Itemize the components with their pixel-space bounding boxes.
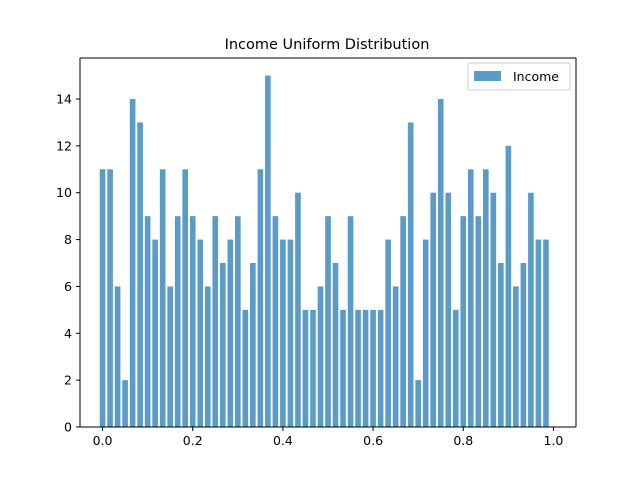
- bar: [99, 169, 106, 428]
- bar: [498, 263, 504, 427]
- bar: [137, 122, 143, 428]
- legend-swatch-income: [474, 71, 501, 81]
- bar: [310, 309, 316, 427]
- bar: [122, 380, 128, 427]
- bar: [520, 263, 527, 427]
- bar: [460, 216, 467, 427]
- bar: [445, 192, 452, 427]
- bar: [505, 145, 512, 428]
- legend-label-income: Income: [513, 69, 559, 84]
- legend-box: [467, 62, 571, 91]
- bar: [174, 216, 181, 427]
- bar: [197, 239, 204, 427]
- bar: [287, 239, 294, 427]
- bar: [422, 239, 429, 427]
- bar: [452, 309, 459, 427]
- y-tick-label: 0: [64, 420, 72, 435]
- bar: [257, 169, 264, 428]
- bar: [317, 286, 324, 427]
- bar: [250, 263, 256, 427]
- x-axis-ticks: 0.0 0.2 0.4 0.6 0.8 1.0: [93, 427, 564, 448]
- bar: [355, 309, 361, 427]
- bar: [325, 216, 331, 427]
- x-tick-label: 1.0: [544, 433, 564, 448]
- x-tick-label: 0.6: [363, 433, 383, 448]
- bar: [415, 380, 421, 427]
- bar: [483, 169, 489, 428]
- bar: [475, 216, 482, 427]
- bar: [242, 309, 249, 427]
- bars-group: [99, 75, 549, 428]
- bar: [182, 169, 189, 428]
- bar: [347, 216, 354, 427]
- bar: [265, 75, 271, 427]
- y-tick-label: 12: [56, 138, 72, 153]
- bar: [189, 216, 196, 427]
- x-tick-label: 0.4: [273, 433, 293, 448]
- x-tick-label: 0.2: [183, 433, 203, 448]
- bar: [167, 286, 173, 427]
- bar: [159, 169, 166, 428]
- bar: [114, 286, 121, 427]
- bar: [437, 99, 444, 427]
- chart-title: Income Uniform Distribution: [225, 37, 430, 53]
- y-tick-label: 4: [64, 326, 72, 341]
- bar: [129, 99, 136, 427]
- bar: [400, 216, 406, 427]
- bar: [407, 122, 414, 428]
- bar: [212, 216, 219, 427]
- bar: [302, 309, 309, 427]
- y-tick-label: 2: [64, 373, 72, 388]
- bar: [513, 286, 519, 427]
- x-tick-label: 0.8: [453, 433, 473, 448]
- bar: [377, 309, 384, 427]
- bar: [152, 239, 158, 427]
- legend: Income: [467, 62, 571, 91]
- bar: [385, 239, 391, 427]
- bar: [107, 169, 113, 428]
- y-tick-label: 6: [64, 279, 72, 294]
- y-tick-label: 10: [56, 185, 72, 200]
- bar: [295, 192, 301, 427]
- bar: [204, 286, 211, 427]
- bar: [543, 239, 549, 427]
- y-tick-label: 8: [64, 232, 72, 247]
- y-axis-ticks: 0 2 4 6 8 10 12 14: [56, 92, 80, 435]
- y-tick-label: 14: [56, 92, 72, 107]
- bar: [144, 216, 151, 427]
- bar: [227, 239, 234, 427]
- bar: [340, 309, 346, 427]
- bar: [490, 192, 497, 427]
- bar: [370, 309, 376, 427]
- bar: [528, 192, 534, 427]
- bar: [362, 309, 369, 427]
- bar: [430, 192, 437, 427]
- axes-group: [79, 57, 577, 428]
- bar: [332, 263, 339, 427]
- bar: [219, 263, 226, 427]
- bar: [535, 239, 542, 427]
- bar: [235, 216, 241, 427]
- bar: [280, 239, 286, 427]
- x-tick-label: 0.0: [93, 433, 113, 448]
- bar: [467, 169, 474, 428]
- bar: [272, 216, 279, 427]
- bar: [392, 286, 399, 427]
